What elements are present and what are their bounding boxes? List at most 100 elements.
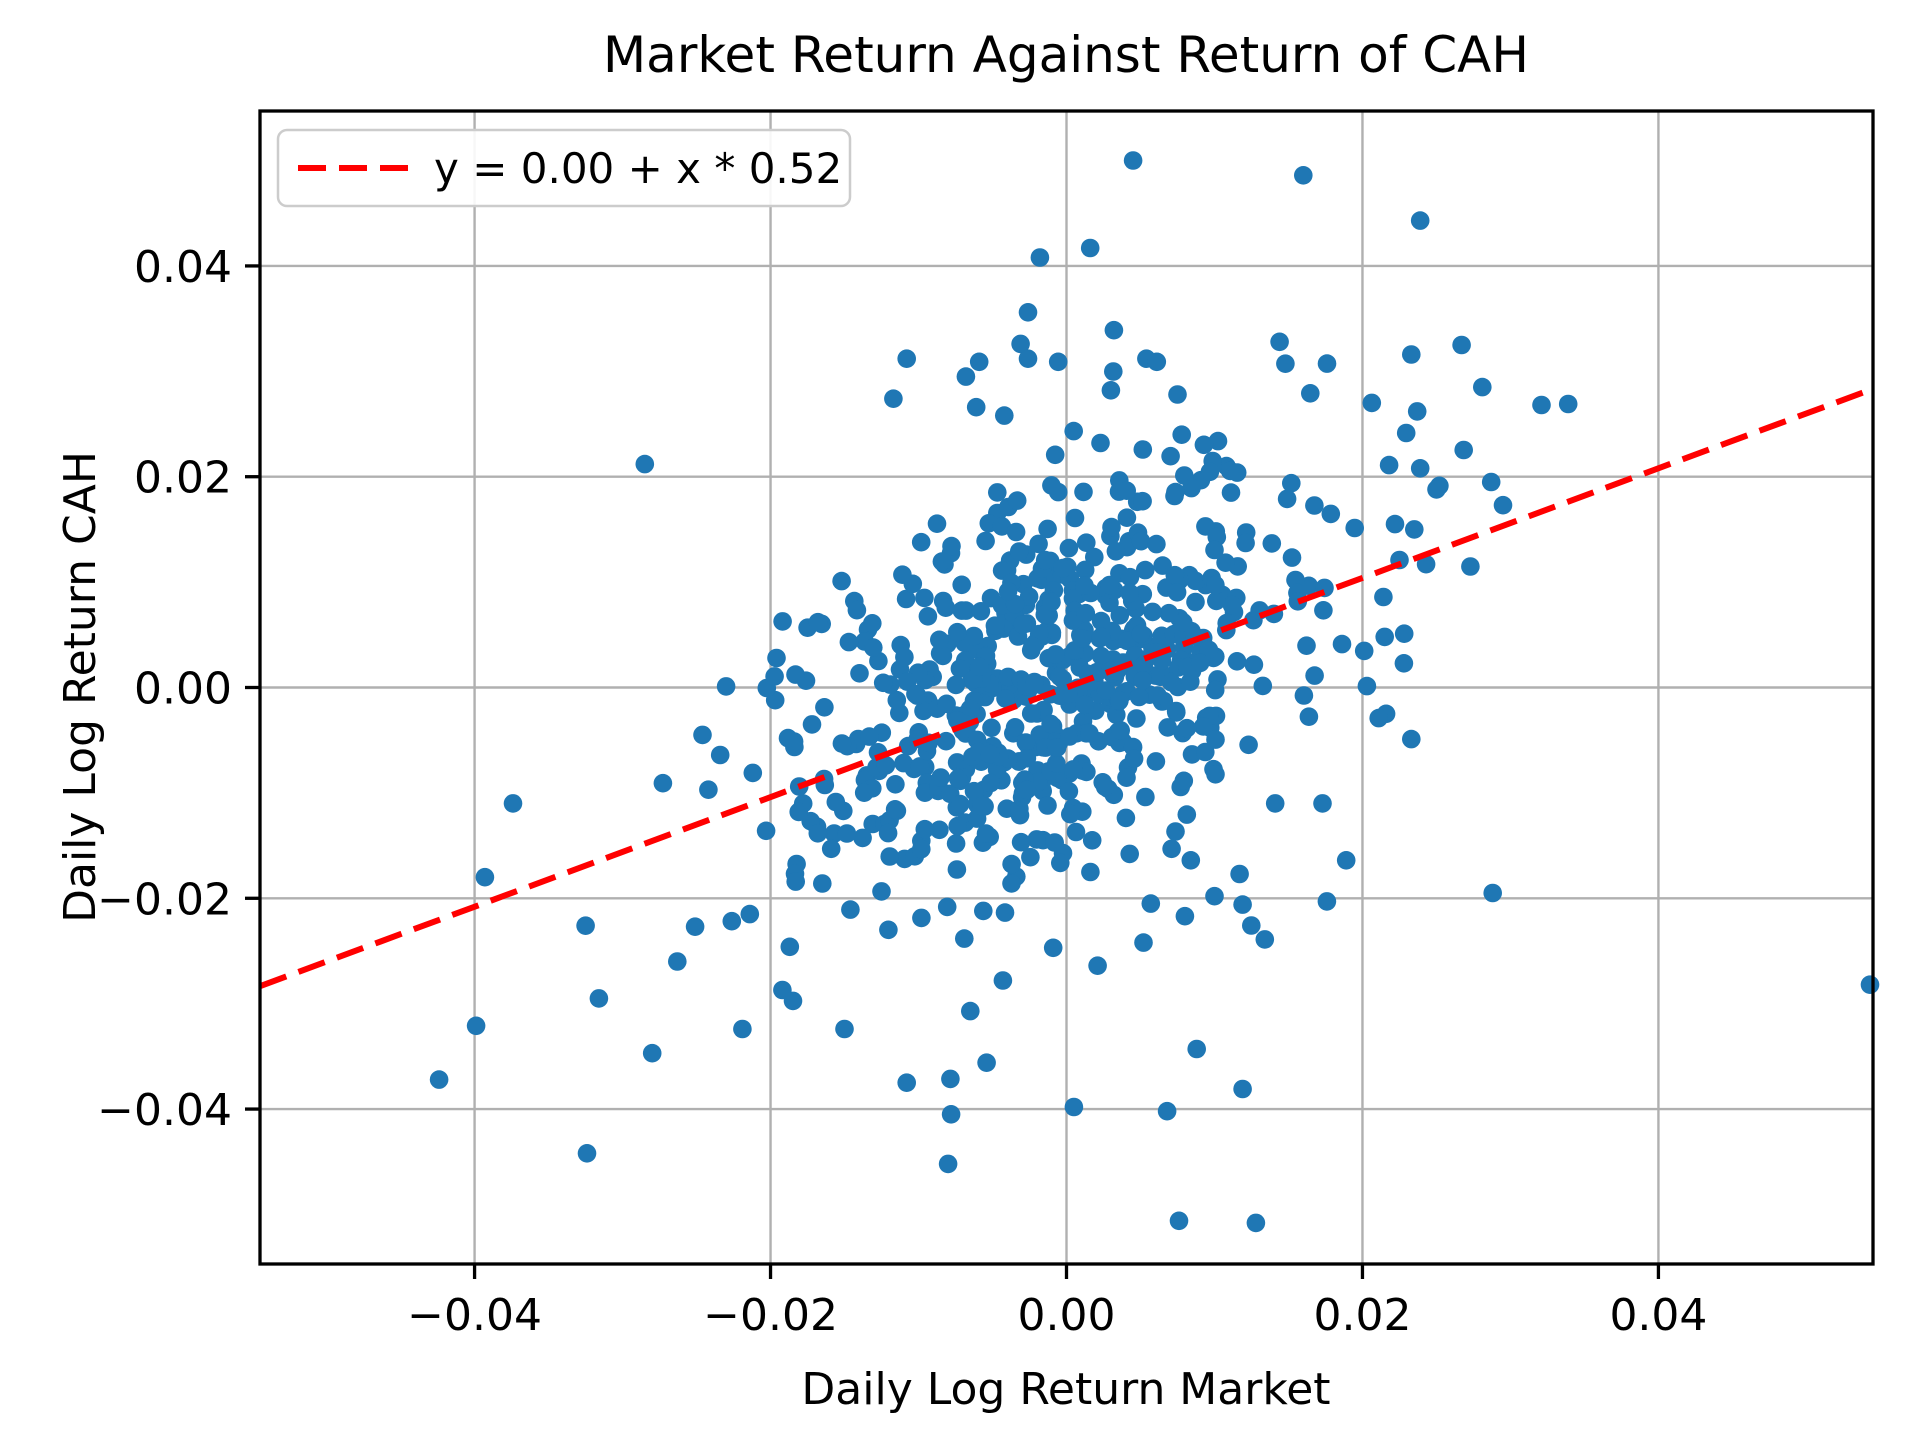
x-tick-label: 0.00 (1018, 1290, 1116, 1341)
scatter-point (1227, 463, 1247, 482)
scatter-point (1065, 508, 1085, 528)
scatter-point (767, 648, 786, 668)
scatter-point (952, 601, 972, 620)
scatter-point (1030, 248, 1050, 267)
scatter-point (1454, 440, 1473, 460)
scatter-point (1277, 489, 1297, 509)
scatter-point (1305, 496, 1324, 515)
scatter-point (1297, 636, 1316, 655)
scatter-point (815, 698, 834, 717)
scatter-point (813, 874, 832, 893)
scatter-point (941, 1069, 960, 1089)
scatter-point (895, 647, 914, 667)
scatter-point (1023, 636, 1042, 656)
scatter-point (946, 834, 966, 853)
scatter-point (988, 483, 1007, 502)
scatter-point (475, 867, 495, 887)
scatter-point (1064, 1097, 1084, 1117)
scatter-point (1110, 691, 1129, 710)
scatter-point (1148, 686, 1167, 705)
scatter-point (1162, 839, 1181, 859)
scatter-point (1104, 362, 1123, 381)
scatter-point (839, 632, 859, 652)
scatter-point (1141, 894, 1161, 913)
scatter-point (1410, 459, 1430, 478)
scatter-point (1091, 627, 1111, 647)
scatter-point (1147, 534, 1166, 554)
scatter-point (1159, 603, 1179, 623)
scatter-point (1206, 765, 1225, 784)
scatter-point (589, 989, 609, 1008)
scatter-point (884, 389, 903, 409)
scatter-point (1048, 352, 1068, 372)
scatter-point (1110, 606, 1130, 625)
scatter-point (1064, 421, 1083, 441)
scatter-point (1402, 345, 1421, 364)
scatter-point (1242, 916, 1261, 935)
y-tick-label: 0.02 (134, 453, 232, 504)
scatter-point (1166, 482, 1185, 502)
scatter-point (1357, 676, 1377, 696)
scatter-point (1314, 601, 1333, 620)
scatter-point (1018, 303, 1038, 322)
scatter-point (1018, 349, 1038, 369)
scatter-point (1181, 851, 1201, 870)
scatter-point (1073, 629, 1092, 648)
y-tick-label: −0.02 (97, 874, 232, 925)
scatter-point (1043, 938, 1063, 958)
scatter-point (1161, 672, 1181, 692)
scatter-point (1005, 718, 1025, 737)
scatter-point (1405, 520, 1424, 539)
scatter-point (847, 600, 867, 620)
scatter-point (915, 588, 934, 608)
scatter-point (1532, 395, 1551, 415)
scatter-point (1177, 718, 1197, 738)
scatter-point (1045, 833, 1064, 852)
scatter-point (503, 794, 523, 813)
scatter-point (1190, 653, 1210, 673)
scatter-point (710, 745, 730, 765)
scatter-point (914, 701, 933, 721)
scatter-point (1006, 522, 1026, 542)
scatter-point (832, 734, 852, 753)
scatter-point (981, 773, 1000, 793)
scatter-point (966, 397, 986, 417)
scatter-point (941, 1105, 961, 1124)
scatter-point (1075, 695, 1095, 715)
scatter-point (635, 454, 655, 474)
scatter-point (1046, 645, 1065, 664)
scatter-point (1042, 592, 1061, 612)
scatter-point (1175, 906, 1195, 926)
scatter-point (1059, 782, 1079, 801)
scatter-point (1375, 627, 1394, 647)
scatter-point (1120, 567, 1140, 587)
scatter-point (1124, 749, 1144, 768)
scatter-point (1041, 714, 1060, 734)
scatter-point (1077, 533, 1096, 552)
scatter-point (879, 920, 898, 940)
scatter-point (1394, 654, 1414, 673)
scatter-point (1091, 611, 1111, 631)
scatter-point (930, 820, 949, 840)
scatter-point (1177, 805, 1197, 824)
scatter-point (1002, 874, 1021, 893)
scatter-point (1029, 534, 1048, 554)
scatter-point (1205, 680, 1225, 700)
scatter-point (1017, 780, 1037, 800)
scatter-point (577, 1144, 597, 1163)
scatter-point (1407, 402, 1427, 421)
scatter-point (948, 622, 967, 642)
tick-label-layer: −0.04 −0.02 0.00 0.02 0.04 −0.04 −0.02 0.00 0.02… (97, 242, 1707, 1341)
scatter-point (1354, 641, 1374, 661)
scatter-point (1002, 854, 1021, 874)
scatter-point (1253, 676, 1273, 696)
scatter-point (971, 602, 991, 621)
scatter-point (1075, 576, 1094, 595)
scatter-point (1117, 631, 1137, 651)
scatter-point (1158, 718, 1177, 737)
scatter-point (1186, 592, 1205, 612)
scatter-point (1276, 354, 1295, 374)
scatter-point (969, 352, 989, 372)
scatter-point (1117, 481, 1136, 501)
scatter-point (955, 929, 974, 948)
